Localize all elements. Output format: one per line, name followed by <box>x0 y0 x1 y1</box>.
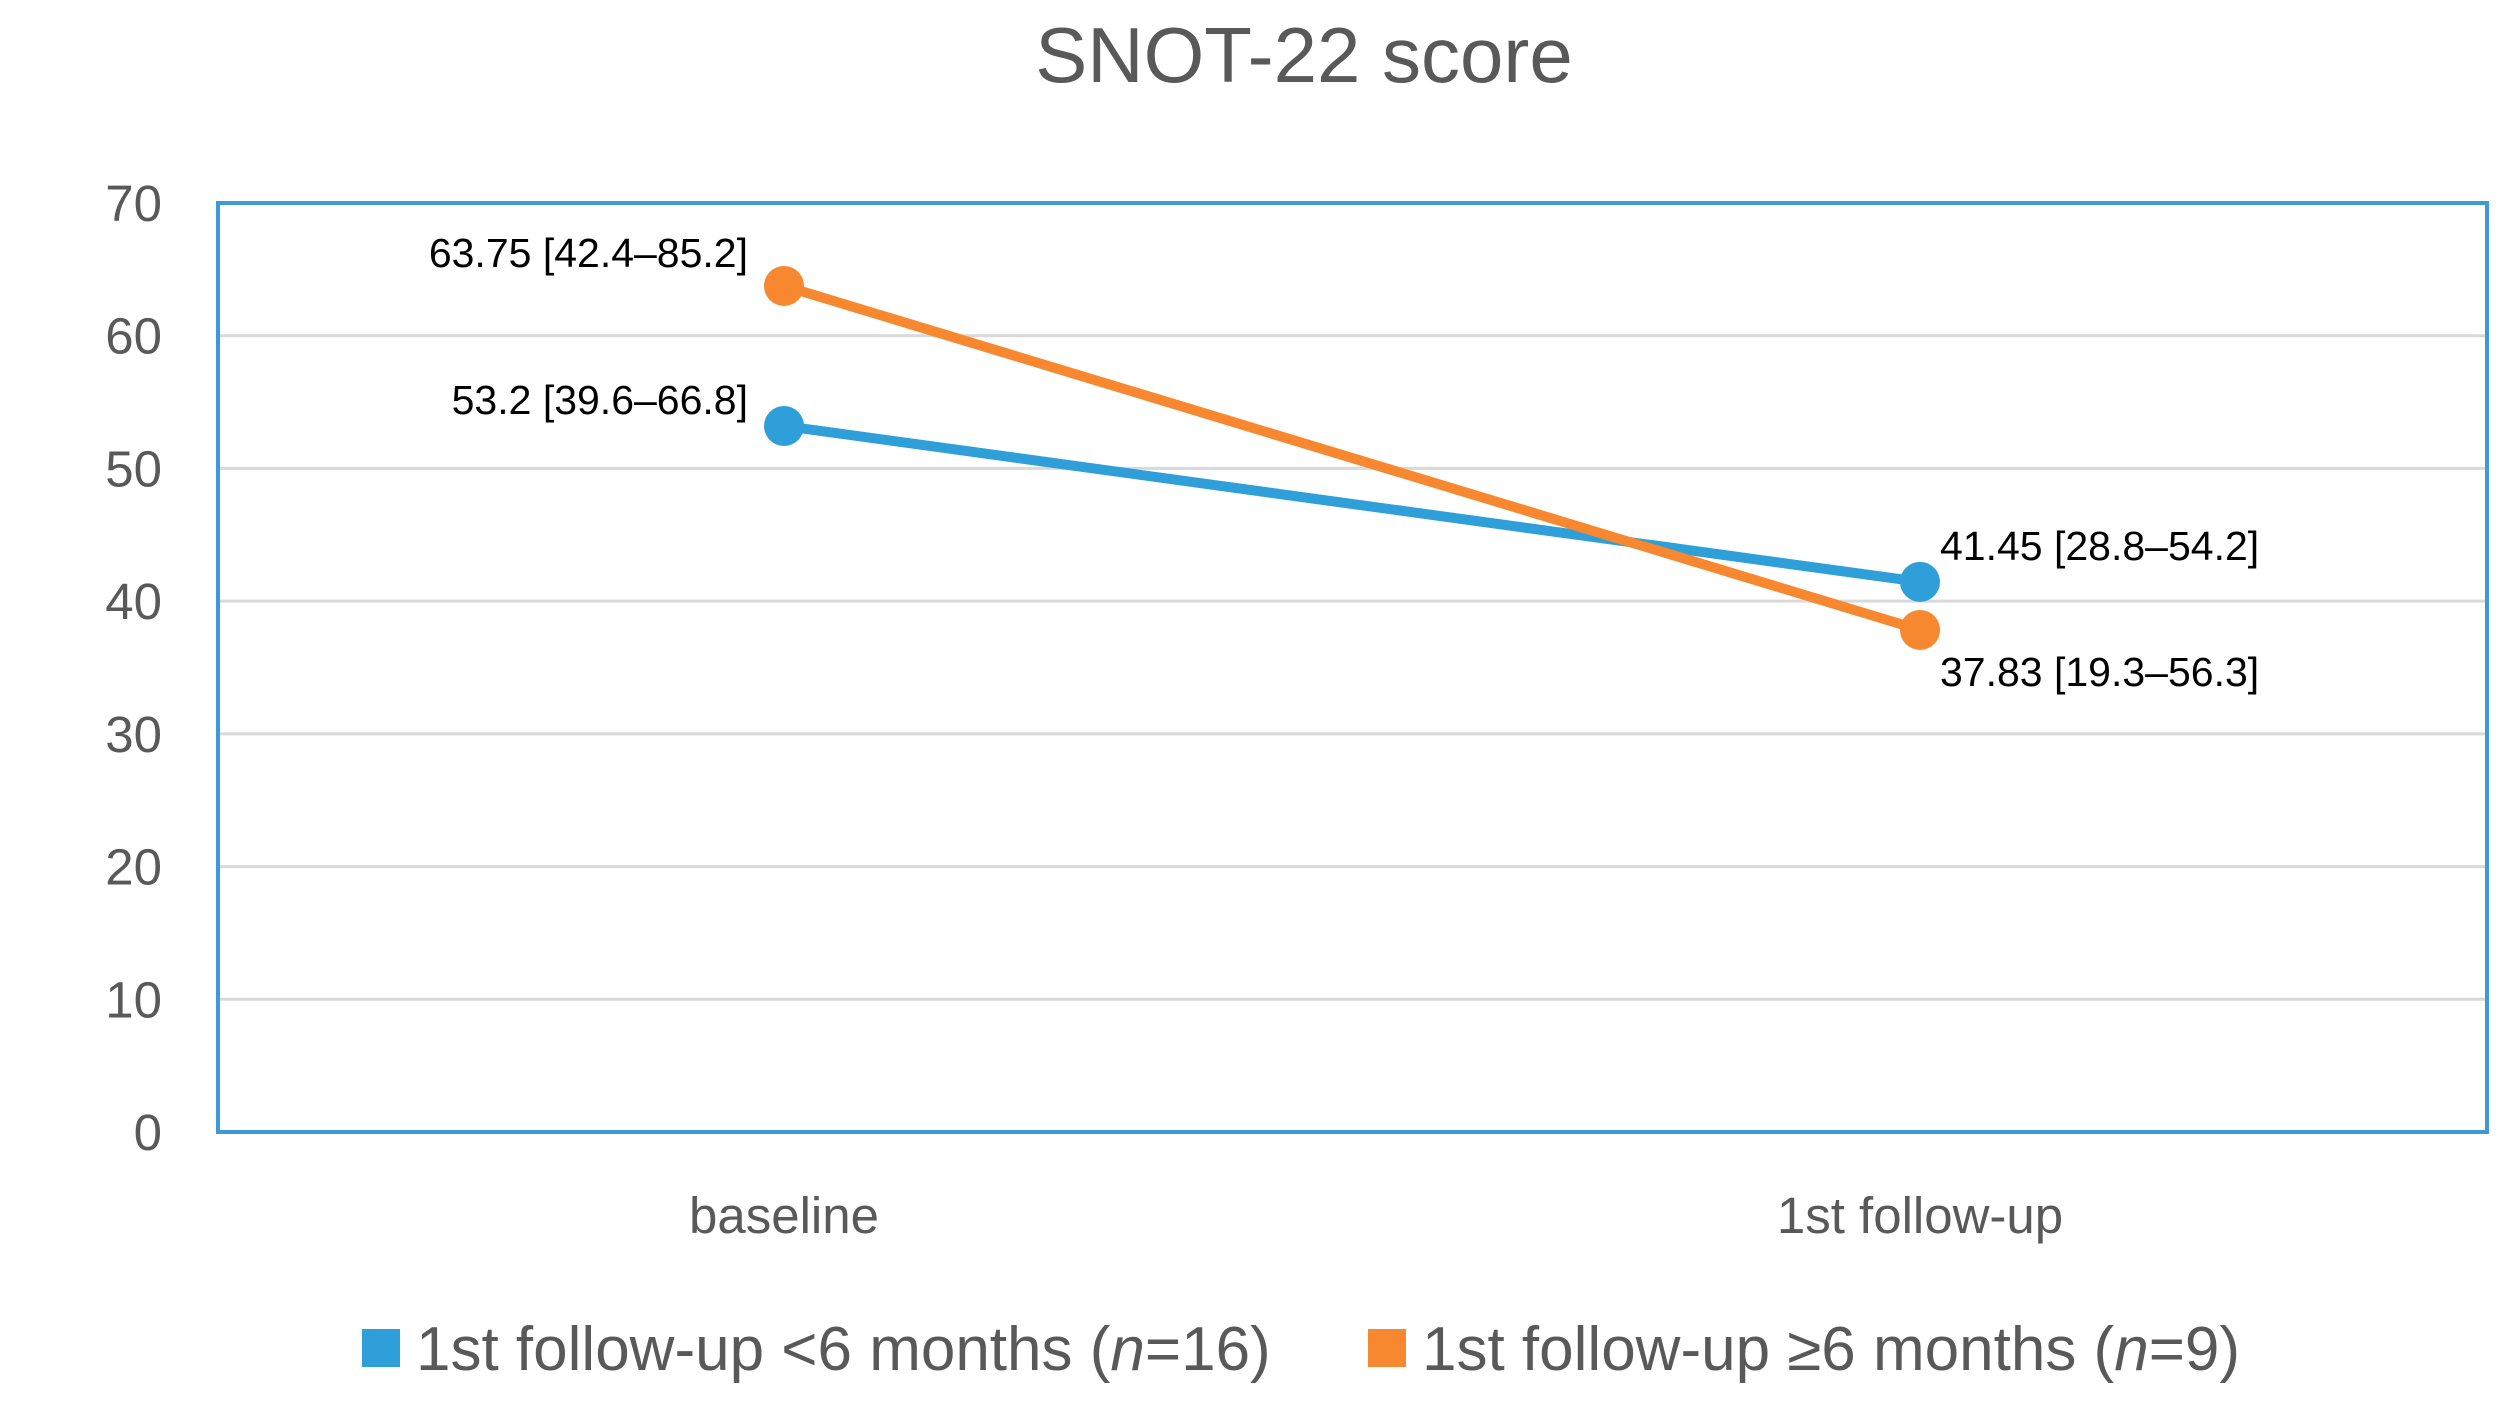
series-line-2 <box>779 280 1925 635</box>
y-tick-label: 0 <box>134 1104 162 1161</box>
series-line-1 <box>779 420 1925 587</box>
y-tick-label: 40 <box>105 573 162 630</box>
y-tick-label: 30 <box>105 706 162 763</box>
y-tick-label: 50 <box>105 440 162 497</box>
plot-area-frame <box>216 201 2489 1134</box>
data-point-s1-2 <box>1900 561 1940 602</box>
y-tick-label: 70 <box>105 175 162 232</box>
y-tick-label: 10 <box>105 971 162 1028</box>
x-tick-label: 1st follow-up <box>1777 1187 2063 1244</box>
chart-title: SNOT-22 score <box>1035 11 1573 99</box>
y-tick-label: 20 <box>105 839 162 896</box>
data-point-s1-1 <box>764 405 804 446</box>
legend-swatch-1 <box>362 1329 400 1367</box>
data-label: 41.45 [28.8–54.2] <box>1940 523 2259 569</box>
y-tick-label: 60 <box>105 308 162 365</box>
data-point-s2-2 <box>1900 609 1940 650</box>
data-point-s2-1 <box>764 265 804 306</box>
x-tick-label: baseline <box>689 1187 879 1244</box>
data-label: 37.83 [19.3–56.3] <box>1940 649 2259 695</box>
data-label: 63.75 [42.4–85.2] <box>429 230 748 276</box>
legend-swatch-2 <box>1368 1329 1406 1367</box>
data-label: 53.2 [39.6–66.8] <box>452 377 748 423</box>
legend-label-2: 1st follow-up ≥6 months (n=9) <box>1422 1315 2240 1384</box>
legend-label-1: 1st follow-up <6 months (n=16) <box>416 1315 1271 1384</box>
